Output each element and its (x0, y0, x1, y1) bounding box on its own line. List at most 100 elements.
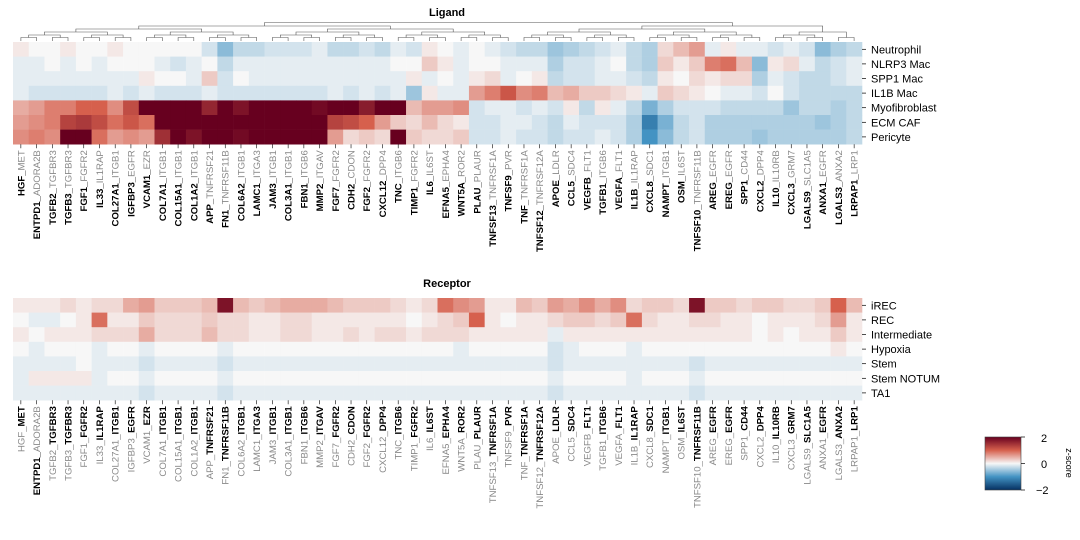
ligand-cell (44, 71, 61, 87)
receptor-cell (516, 371, 533, 386)
ligand-cell (673, 100, 690, 116)
ligand-cell (201, 100, 218, 116)
receptor-cell (421, 341, 438, 357)
dendrogram-branch (531, 34, 564, 38)
ligand-cell (123, 129, 140, 145)
receptor-cell (814, 371, 831, 386)
ligand-row-label: SPP1 Mac (871, 74, 923, 86)
ligand-column-label: APOE_LDLR (551, 150, 562, 207)
ligand-cell (830, 129, 847, 145)
ligand-cell (390, 115, 407, 130)
ligand-cell (531, 85, 548, 101)
receptor-cell (233, 341, 250, 357)
ligand-column-label: CXCL3_GRM7 (787, 150, 798, 215)
receptor-column-label: WNT5A_ROR2 (457, 406, 468, 472)
ligand-cell (280, 115, 297, 130)
dendrogram-branch (154, 34, 187, 38)
dendrogram-branch (680, 37, 698, 41)
receptor-cell (138, 327, 155, 343)
receptor-cell (689, 341, 706, 357)
ligand-cell (311, 42, 328, 57)
receptor-cell (751, 312, 768, 328)
dendrogram-branch (712, 37, 729, 41)
receptor-cell (720, 385, 737, 401)
ligand-cell (264, 42, 281, 57)
receptor-cell (264, 312, 281, 328)
receptor-cell (814, 327, 831, 343)
receptor-column-label: CCL5_SDC4 (567, 406, 578, 462)
ligand-cell (327, 56, 344, 72)
receptor-cell (217, 312, 234, 328)
dendrogram-branch (20, 37, 37, 41)
ligand-cell (626, 56, 643, 72)
ligand-cell (233, 85, 250, 101)
ligand-column-label: LAMC1_ITGA3 (252, 150, 263, 216)
ligand-cell (736, 42, 753, 57)
ligand-cell (154, 115, 171, 130)
ligand-column-label: IGFBP3_EGFR (126, 150, 137, 217)
ligand-column-label: TNFSF12_TNFRSF12A (535, 150, 546, 252)
receptor-cell (233, 327, 250, 343)
ligand-cell (641, 42, 658, 57)
ligand-cell (154, 100, 171, 116)
dendrogram-branch (649, 37, 666, 41)
ligand-cell (421, 115, 438, 130)
ligand-column-label: LGALS3_ANXA2 (834, 150, 845, 225)
receptor-cell (720, 298, 737, 313)
ligand-cell (91, 42, 108, 57)
dendrogram-branch (303, 37, 320, 41)
ligand-cell (138, 56, 155, 72)
ligand-cell (296, 100, 313, 116)
receptor-column-label: APOE_LDLR (551, 406, 562, 464)
ligand-column-label: EFNA5_EPHA4 (441, 150, 452, 219)
receptor-cell (594, 385, 611, 401)
ligand-column-label: VEGFA_FLT1 (614, 150, 625, 210)
receptor-cell (280, 312, 297, 328)
receptor-cell (783, 327, 800, 343)
receptor-cell (673, 341, 690, 357)
ligand-cell (814, 56, 831, 72)
ligand-dendrogram (20, 22, 855, 41)
receptor-cell (406, 385, 423, 401)
ligand-cell (437, 56, 454, 72)
dendrogram-branch (217, 34, 250, 38)
receptor-cell (60, 385, 77, 401)
receptor-cell (673, 298, 690, 313)
receptor-cell (626, 371, 643, 386)
receptor-cell (641, 327, 658, 343)
receptor-cell (484, 327, 501, 343)
ligand-row-label: NLRP3 Mac (871, 59, 931, 71)
ligand-cell (453, 100, 470, 116)
receptor-cell (767, 356, 784, 372)
ligand-cell (421, 71, 438, 87)
ligand-cell (516, 42, 533, 57)
ligand-cell (563, 85, 580, 101)
ligand-cell (500, 100, 517, 116)
dendrogram-branch (618, 37, 635, 41)
ligand-cell (44, 115, 61, 130)
ligand-cell (13, 115, 30, 130)
ligand-cell (830, 71, 847, 87)
dendrogram-branch (460, 37, 478, 41)
receptor-cell (327, 312, 344, 328)
receptor-column-label: TNC_ITGB6 (394, 406, 405, 459)
receptor-cell (547, 385, 564, 401)
dendrogram-branch (209, 37, 226, 41)
receptor-cell (437, 298, 454, 313)
ligand-cell (814, 42, 831, 57)
ligand-column-label: CDH2_CDON (347, 150, 358, 210)
ligand-cell (75, 129, 92, 145)
receptor-cell (107, 385, 124, 401)
ligand-cell (343, 42, 360, 57)
receptor-cell (28, 371, 45, 386)
ligand-cell (751, 129, 768, 145)
receptor-cell (563, 385, 580, 401)
ligand-cell (830, 42, 847, 57)
ligand-cell (626, 71, 643, 87)
ligand-cell (248, 71, 265, 87)
receptor-column-label: NAMPT_ITGB1 (661, 406, 672, 474)
receptor-cell (217, 327, 234, 343)
receptor-cell (75, 298, 92, 313)
ligand-cell (44, 56, 61, 72)
colorbar-min-label: −2 (1036, 485, 1049, 497)
